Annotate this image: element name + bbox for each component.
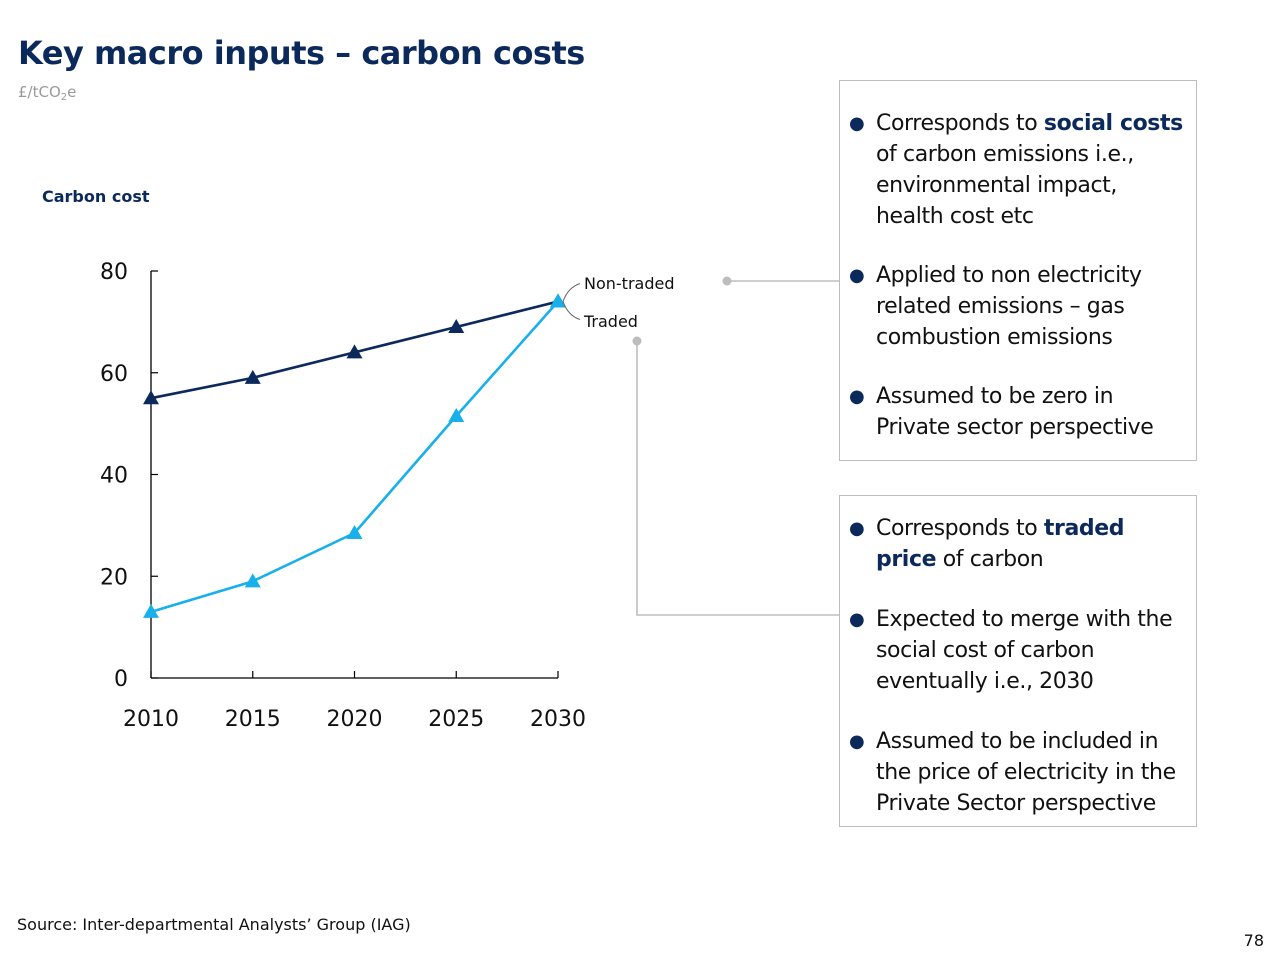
- data-point: [244, 369, 261, 384]
- legend-leader: [562, 283, 581, 302]
- plain-text: Assumed to be included in the price of e…: [876, 729, 1176, 816]
- callout-non-traded: ● Corresponds to social costs of carbon e…: [839, 80, 1197, 461]
- callout-bullet: ● Assumed to be zero in Private sector pe…: [849, 381, 1188, 443]
- page-title: Key macro inputs – carbon costs: [18, 34, 585, 72]
- unit-suffix: e: [67, 83, 77, 101]
- legend-leader: [562, 301, 581, 320]
- x-tick-label: 2025: [428, 707, 484, 732]
- callout-traded: ● Corresponds to traded price of carbon ●…: [839, 495, 1197, 827]
- plain-text: Corresponds to: [876, 516, 1044, 541]
- data-point: [346, 525, 363, 540]
- connector-dot: [722, 276, 732, 286]
- connector-traded: [636, 341, 839, 616]
- bullet-text: Assumed to be zero in Private sector per…: [876, 384, 1154, 440]
- plain-text: Applied to non electricity related emiss…: [876, 263, 1142, 350]
- x-tick-label: 2015: [225, 707, 281, 732]
- x-tick-label: 2030: [530, 707, 586, 732]
- highlight-text: social costs: [1043, 111, 1183, 136]
- highlight-text: traded price: [876, 516, 1125, 572]
- bullet-icon: ●: [849, 265, 865, 286]
- data-point: [448, 407, 465, 422]
- y-tick-label: 80: [100, 260, 128, 285]
- plain-text: Corresponds to: [876, 111, 1044, 136]
- page-number: 78: [1243, 931, 1264, 950]
- bullet-icon: ●: [849, 386, 865, 407]
- y-tick-label: 0: [114, 667, 128, 692]
- data-point: [143, 390, 159, 405]
- bullet-text: Assumed to be included in the price of e…: [876, 729, 1176, 816]
- callout-bullet: ● Expected to merge with the social cost …: [849, 604, 1188, 697]
- callout-bullet: ● Assumed to be included in the price of …: [849, 726, 1188, 819]
- callout-bullet: ● Applied to non electricity related emis…: [849, 260, 1188, 353]
- callout-bullet: ● Corresponds to traded price of carbon: [849, 513, 1188, 575]
- data-point: [346, 344, 363, 359]
- bullet-text: Corresponds to social costs of carbon em…: [876, 111, 1183, 229]
- bullet-icon: ●: [849, 113, 865, 134]
- plain-text: of carbon: [936, 547, 1044, 572]
- data-point: [143, 603, 159, 618]
- bullet-icon: ●: [849, 609, 865, 630]
- plain-text: Expected to merge with the social cost o…: [876, 607, 1173, 694]
- x-tick-label: 2020: [327, 707, 383, 732]
- legend-label-non-traded: Non-traded: [584, 274, 674, 293]
- callout-bullet: ● Corresponds to social costs of carbon e…: [849, 108, 1188, 232]
- plain-text: Assumed to be zero in Private sector per…: [876, 384, 1154, 440]
- y-tick-label: 60: [100, 362, 128, 387]
- x-tick-label: 2010: [123, 707, 179, 732]
- data-point: [244, 573, 261, 588]
- bullet-icon: ●: [849, 518, 865, 539]
- bullet-text: Corresponds to traded price of carbon: [876, 516, 1125, 572]
- bullet-text: Expected to merge with the social cost o…: [876, 607, 1173, 694]
- chart-title: Carbon cost: [42, 187, 150, 206]
- bullet-icon: ●: [849, 731, 865, 752]
- data-point: [448, 318, 465, 333]
- plain-text: of carbon emissions i.e., environmental …: [876, 142, 1134, 229]
- connector-dot: [632, 336, 642, 346]
- legend-label-traded: Traded: [583, 312, 638, 331]
- data-point: [550, 293, 566, 308]
- unit-base: £/tCO: [18, 83, 61, 101]
- bullet-text: Applied to non electricity related emiss…: [876, 263, 1142, 350]
- unit-subscript: 2: [60, 92, 68, 103]
- y-tick-label: 40: [100, 464, 128, 489]
- y-tick-label: 20: [100, 565, 128, 590]
- source-note: Source: Inter-departmental Analysts’ Gro…: [17, 915, 411, 934]
- unit-label: £/tCO2e: [18, 83, 76, 103]
